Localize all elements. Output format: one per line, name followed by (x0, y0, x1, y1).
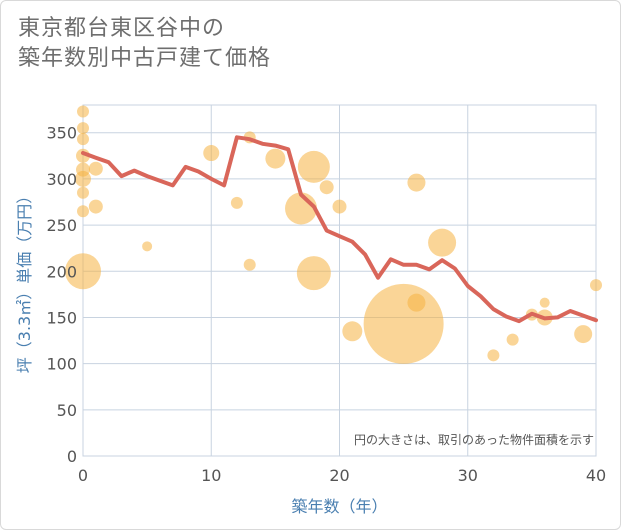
data-bubble (75, 170, 91, 187)
data-bubble (77, 186, 89, 199)
data-bubble (296, 256, 331, 291)
data-bubble (77, 105, 89, 118)
data-bubble (428, 228, 457, 257)
data-bubble (265, 148, 286, 169)
bubble-layer (65, 105, 602, 364)
data-bubble (77, 205, 89, 218)
data-bubble (243, 258, 256, 271)
x-axis-label: 築年数（年） (291, 497, 387, 516)
x-tick-label: 0 (78, 466, 88, 485)
data-bubble (407, 173, 426, 192)
data-bubble (65, 253, 101, 290)
data-bubble (539, 297, 550, 308)
data-bubble (332, 199, 347, 214)
data-bubble (319, 180, 334, 195)
y-axis-label: 坪（3.3㎡）単価（万円） (15, 188, 34, 373)
x-tick-label: 10 (201, 466, 221, 485)
y-tick-label: 50 (57, 401, 77, 420)
data-bubble (203, 145, 220, 162)
data-bubble (487, 349, 500, 362)
average-price-line (81, 135, 598, 324)
tick-labels: 0 10 20 30 40 0 50 100 150 200 250 300 350 (46, 124, 606, 485)
data-bubble (77, 122, 89, 135)
data-bubble (88, 199, 103, 214)
data-bubble (142, 241, 153, 252)
x-tick-label: 20 (329, 466, 349, 485)
data-bubble (590, 279, 602, 292)
data-bubble (88, 161, 103, 176)
size-note: 円の大きさは、取引のあった物件面積を示す (354, 432, 594, 447)
grid-lines (82, 104, 597, 457)
data-bubble (407, 293, 426, 312)
data-bubble (363, 283, 444, 364)
x-tick-label: 40 (586, 466, 606, 485)
chart-title: 東京都台東区谷中の 築年数別中古戸建て価格 (18, 14, 271, 74)
y-tick-label: 350 (46, 124, 77, 143)
data-bubble (230, 196, 243, 209)
data-bubble (77, 133, 89, 146)
y-tick-label: 100 (46, 355, 77, 374)
data-bubble (506, 333, 519, 346)
average-line-layer (81, 135, 598, 324)
y-tick-label: 150 (46, 308, 77, 327)
y-tick-label: 200 (46, 262, 77, 281)
y-tick-label: 250 (46, 216, 77, 235)
y-tick-label: 300 (46, 170, 77, 189)
title-line-2: 築年数別中古戸建て価格 (18, 46, 272, 71)
title-line-1: 東京都台東区谷中の (18, 16, 226, 41)
data-bubble (574, 325, 593, 344)
data-bubble (297, 150, 330, 183)
y-tick-label: 0 (67, 447, 77, 466)
data-bubble (342, 321, 363, 342)
x-tick-label: 30 (458, 466, 478, 485)
